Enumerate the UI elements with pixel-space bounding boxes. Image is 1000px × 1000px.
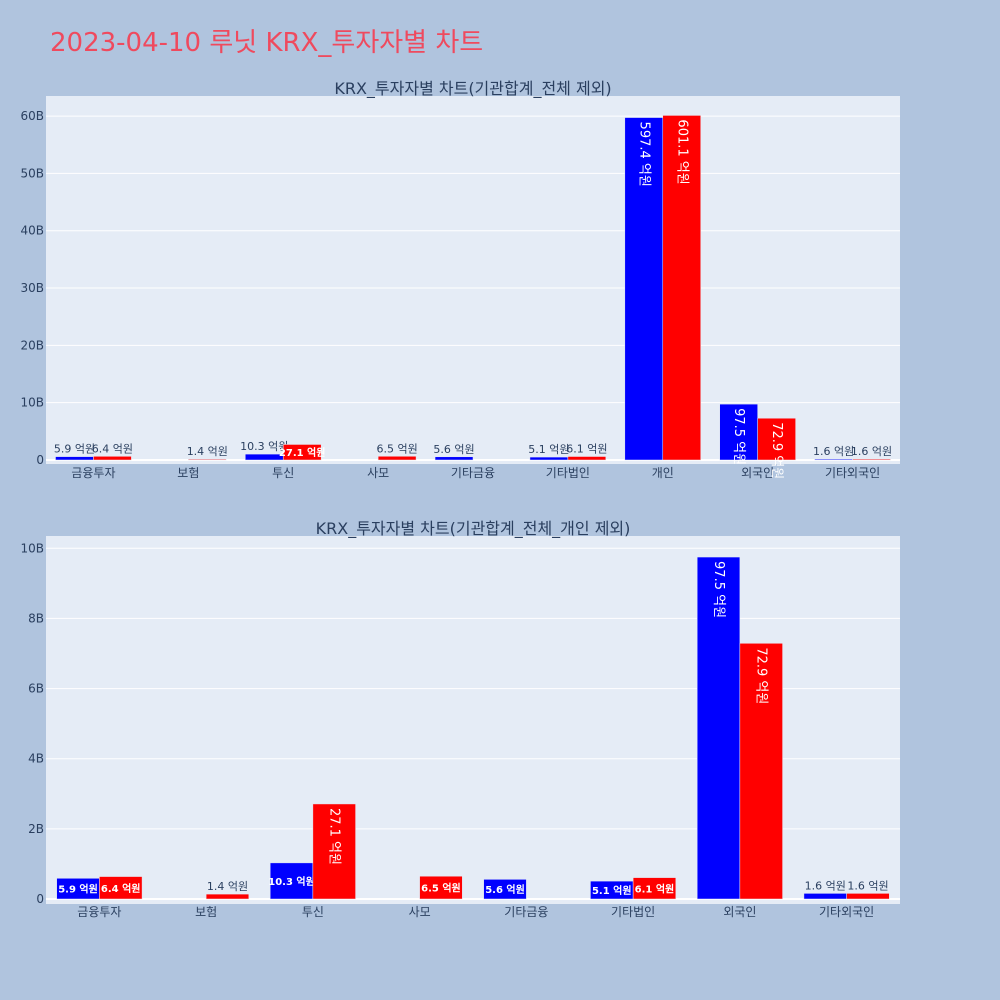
bar	[377, 456, 417, 461]
page-title: 2023-04-10 루닛 KRX_투자자별 차트	[50, 28, 484, 58]
y-tick-label: 6B	[28, 682, 44, 696]
bar	[93, 456, 132, 461]
x-tick-label: 투신	[302, 905, 324, 919]
bar	[99, 876, 143, 900]
data-label: 597.4 억원	[636, 122, 651, 187]
y-tick-label: 50B	[20, 166, 44, 180]
data-label: 6.5 억원	[421, 882, 461, 895]
x-tick-label: 기타외국인	[825, 466, 880, 480]
data-label: 27.1 억원	[327, 808, 342, 865]
bar	[205, 893, 250, 900]
x-tick-label: 투신	[272, 466, 294, 480]
bar	[739, 643, 783, 900]
y-tick-label: 60B	[20, 109, 44, 123]
bar	[434, 456, 474, 461]
data-label: 5.6 억원	[433, 443, 474, 456]
bar	[662, 115, 701, 461]
x-tick-label: 외국인	[723, 905, 756, 919]
data-label: 72.9 억원	[769, 422, 784, 479]
x-tick-label: 기타금융	[504, 905, 548, 919]
y-tick-label: 4B	[28, 752, 44, 766]
y-tick-label: 2B	[28, 822, 44, 836]
data-label: 10.3 억원	[240, 440, 288, 453]
data-label: 1.4 억원	[207, 880, 248, 893]
data-label: 1.6 억원	[805, 879, 846, 892]
x-tick-label: 금융투자	[71, 466, 115, 480]
bar	[803, 893, 847, 900]
data-label: 5.6 억원	[485, 883, 525, 896]
bar	[852, 458, 891, 461]
bar	[846, 893, 890, 900]
data-label: 5.1 억원	[528, 443, 569, 456]
x-tick-label: 사모	[367, 466, 389, 480]
bar	[419, 875, 463, 900]
data-label: 6.1 억원	[635, 882, 675, 895]
y-tick-label: 20B	[20, 338, 44, 352]
bar	[312, 803, 356, 900]
data-label: 6.5 억원	[376, 442, 417, 455]
data-label: 1.6 억원	[851, 445, 892, 458]
chart-title: KRX_투자자별 차트(기관합계_전체 제외)	[334, 79, 611, 99]
bar	[188, 458, 227, 461]
bar-chart-top: 0 10B 20B 30B 40B 50B 60B KRX_투자자별 차트(기관합계_전체 제…	[20, 79, 900, 480]
x-tick-label: 사모	[409, 905, 431, 919]
x-tick-label: 기타외국인	[819, 905, 874, 919]
x-tick-label: 보험	[177, 466, 199, 480]
y-tick-label: 0	[36, 453, 44, 467]
bar	[567, 456, 607, 461]
bar	[282, 444, 322, 461]
data-label: 27.1 억원	[279, 446, 326, 459]
data-label: 97.5 억원	[711, 561, 726, 618]
data-label: 5.1 억원	[592, 884, 632, 897]
x-tick-label: 기타법인	[546, 466, 590, 480]
data-label: 5.9 억원	[58, 883, 98, 896]
x-tick-label: 금융투자	[77, 905, 121, 919]
x-tick-label: 개인	[652, 466, 674, 480]
bar	[269, 862, 314, 900]
data-label: 6.4 억원	[101, 882, 141, 895]
bar	[757, 417, 796, 461]
data-label: 1.4 억원	[187, 445, 228, 458]
x-tick-label: 보험	[195, 905, 217, 919]
data-label: 5.9 억원	[54, 443, 95, 456]
y-tick-label: 0	[36, 892, 44, 906]
data-label: 1.6 억원	[813, 445, 854, 458]
y-tick-label: 8B	[28, 611, 44, 625]
chart-title: KRX_투자자별 차트(기관합계_전체_개인 제외)	[316, 519, 631, 539]
bar	[696, 556, 741, 900]
y-tick-label: 10B	[20, 541, 44, 555]
data-label: 6.4 억원	[92, 442, 133, 455]
bar	[632, 877, 677, 900]
data-label: 601.1 억원	[674, 119, 689, 184]
data-label: 97.5 억원	[731, 408, 746, 465]
bar	[483, 879, 527, 900]
data-label: 72.9 억원	[754, 647, 769, 704]
x-tick-label: 외국인	[741, 466, 774, 480]
bar	[624, 117, 664, 461]
data-label: 6.1 억원	[566, 443, 607, 456]
data-label: 1.6 억원	[847, 879, 888, 892]
y-tick-label: 10B	[20, 396, 44, 410]
y-tick-label: 40B	[20, 224, 44, 238]
x-tick-label: 기타금융	[451, 466, 495, 480]
y-tick-label: 30B	[20, 281, 44, 295]
data-label: 10.3 억원	[268, 875, 315, 888]
x-tick-label: 기타법인	[611, 905, 655, 919]
bar	[719, 403, 758, 461]
